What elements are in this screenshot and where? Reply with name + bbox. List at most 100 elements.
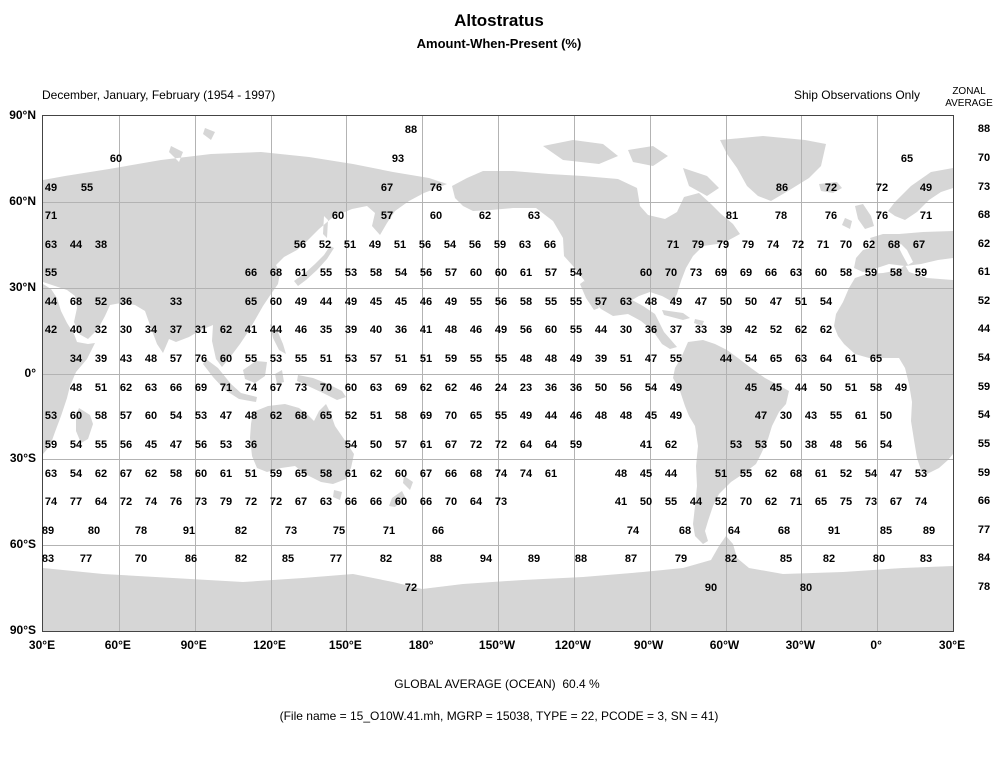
grid-value: 70 [134, 553, 148, 565]
grid-value: 57 [169, 353, 183, 365]
grid-value: 30 [779, 410, 793, 422]
grid-value: 46 [469, 324, 483, 336]
grid-value: 62 [862, 239, 876, 251]
grid-value: 53 [344, 353, 358, 365]
grid-value: 72 [119, 496, 133, 508]
grid-value: 57 [380, 210, 394, 222]
grid-value: 48 [644, 296, 658, 308]
grid-value: 49 [294, 296, 308, 308]
grid-value: 62 [94, 468, 108, 480]
grid-value: 57 [544, 267, 558, 279]
grid-value: 59 [864, 267, 878, 279]
grid-value: 55 [469, 296, 483, 308]
grid-value: 45 [144, 439, 158, 451]
grid-value: 30 [619, 324, 633, 336]
grid-value: 68 [69, 296, 83, 308]
grid-value: 45 [644, 410, 658, 422]
grid-value: 61 [219, 468, 233, 480]
grid-value: 51 [844, 382, 858, 394]
grid-value: 88 [574, 553, 588, 565]
grid-value: 62 [369, 468, 383, 480]
grid-value: 49 [669, 382, 683, 394]
grid-value: 47 [754, 410, 768, 422]
grid-value: 79 [219, 496, 233, 508]
grid-value: 62 [444, 382, 458, 394]
grid-value: 65 [319, 410, 333, 422]
grid-value: 54 [644, 382, 658, 394]
zonal-average-value: 55 [977, 438, 991, 450]
grid-value: 58 [869, 382, 883, 394]
grid-value: 49 [519, 410, 533, 422]
grid-value: 72 [404, 582, 418, 594]
grid-value: 72 [494, 439, 508, 451]
grid-value: 63 [44, 239, 58, 251]
grid-value: 44 [664, 468, 678, 480]
grid-value: 47 [694, 296, 708, 308]
grid-value: 51 [619, 353, 633, 365]
grid-value: 24 [494, 382, 508, 394]
grid-value: 79 [716, 239, 730, 251]
grid-value: 44 [44, 296, 58, 308]
grid-value: 76 [429, 182, 443, 194]
grid-value: 55 [494, 410, 508, 422]
grid-value: 48 [544, 353, 558, 365]
zonal-average-header-line2: AVERAGE [945, 98, 993, 109]
grid-value: 62 [794, 324, 808, 336]
grid-value: 50 [879, 410, 893, 422]
grid-value: 47 [169, 439, 183, 451]
grid-value: 49 [669, 296, 683, 308]
grid-value: 39 [94, 353, 108, 365]
lon-tick-label: 120°E [253, 638, 286, 652]
grid-value: 36 [394, 324, 408, 336]
grid-value: 68 [777, 525, 791, 537]
grid-value: 53 [44, 410, 58, 422]
grid-value: 49 [368, 239, 382, 251]
grid-value: 71 [666, 239, 680, 251]
lon-tick-label: 150°W [478, 638, 516, 652]
grid-value: 80 [799, 582, 813, 594]
grid-value: 47 [644, 353, 658, 365]
grid-value: 63 [144, 382, 158, 394]
grid-value: 60 [429, 210, 443, 222]
grid-value: 55 [44, 267, 58, 279]
grid-value: 53 [914, 468, 928, 480]
grid-value: 55 [669, 353, 683, 365]
grid-value: 79 [674, 553, 688, 565]
grid-value: 38 [804, 439, 818, 451]
grid-value: 59 [444, 353, 458, 365]
lat-tick-label: 60°N [9, 193, 36, 208]
zonal-average-value: 59 [977, 381, 991, 393]
grid-value: 30 [119, 324, 133, 336]
grid-value: 58 [94, 410, 108, 422]
grid-value: 81 [725, 210, 739, 222]
grid-value: 45 [639, 468, 653, 480]
grid-value: 71 [382, 525, 396, 537]
grid-value: 50 [779, 439, 793, 451]
grid-value: 60 [394, 468, 408, 480]
map-plot: 88 60 93 65 49 55 67 76 86 72 72 49 71 60 57 60 62 63 81 78… [42, 115, 954, 632]
grid-value: 71 [816, 239, 830, 251]
grid-value: 58 [319, 468, 333, 480]
grid-value: 72 [824, 182, 838, 194]
grid-value: 60 [144, 410, 158, 422]
grid-value: 54 [69, 439, 83, 451]
grid-value: 82 [234, 553, 248, 565]
grid-value: 54 [443, 239, 457, 251]
grid-value: 52 [714, 496, 728, 508]
grid-value: 94 [479, 553, 493, 565]
grid-value: 60 [544, 324, 558, 336]
grid-value: 64 [519, 439, 533, 451]
zonal-average-value: 78 [977, 581, 991, 593]
grid-value: 62 [269, 410, 283, 422]
zonal-average-column: 88 70 73 68 62 61 52 44 54 59 54 55 59 66 77 84 78 [962, 115, 998, 632]
grid-value: 51 [94, 382, 108, 394]
grid-value: 68 [269, 267, 283, 279]
grid-value: 78 [134, 525, 148, 537]
grid-value: 48 [244, 410, 258, 422]
grid-value: 54 [744, 353, 758, 365]
grid-value: 59 [569, 439, 583, 451]
grid-value: 67 [419, 468, 433, 480]
grid-value: 66 [419, 496, 433, 508]
grid-value: 33 [694, 324, 708, 336]
grid-value: 47 [769, 296, 783, 308]
